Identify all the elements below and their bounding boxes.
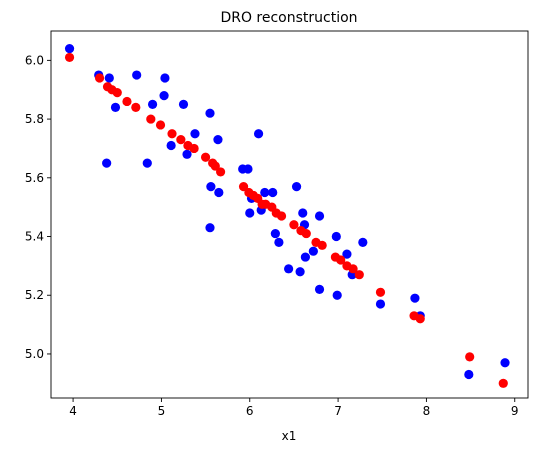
data-point-series-0 <box>300 252 310 262</box>
data-point-series-1 <box>64 52 75 63</box>
data-point-series-0 <box>132 70 142 80</box>
data-point-series-0 <box>284 264 294 274</box>
data-point-series-1 <box>276 211 287 221</box>
data-point-series-0 <box>206 182 216 192</box>
data-point-series-0 <box>213 135 223 145</box>
data-point-series-0 <box>375 299 386 309</box>
data-point-series-1 <box>348 264 358 274</box>
data-point-series-0 <box>410 293 420 303</box>
data-point-series-1 <box>155 120 166 130</box>
data-point-series-0 <box>102 158 112 168</box>
x-tick-label: 8 <box>423 404 431 418</box>
data-point-series-0 <box>314 211 325 221</box>
chart-title: DRO reconstruction <box>220 10 357 26</box>
data-point-series-0 <box>159 90 169 101</box>
data-point-series-0 <box>147 99 158 109</box>
data-point-series-0 <box>464 369 474 380</box>
data-point-series-0 <box>342 249 352 259</box>
data-point-series-1 <box>465 352 475 362</box>
plot-area: 4 5 6 7 8 9 5.0 5.2 5.4 5.6 5.8 6.0 <box>25 30 529 418</box>
y-tick-label: 5.6 <box>25 171 44 185</box>
data-point-series-1 <box>122 96 132 107</box>
data-point-series-0 <box>245 208 255 218</box>
data-point-series-1 <box>375 287 386 297</box>
x-tick-label: 7 <box>334 404 342 418</box>
y-tick-label: 6.0 <box>25 53 44 67</box>
y-tick-label: 5.2 <box>25 288 44 302</box>
data-point-series-1 <box>176 135 186 145</box>
data-point-series-0 <box>358 237 368 247</box>
data-point-series-0 <box>291 182 302 192</box>
data-point-series-0 <box>166 140 176 151</box>
y-tick-label: 5.4 <box>25 230 44 244</box>
data-point-series-0 <box>268 187 278 198</box>
x-tick-label: 4 <box>69 404 77 418</box>
data-point-series-0 <box>104 73 114 83</box>
data-point-series-1 <box>238 182 249 192</box>
data-point-series-0 <box>190 129 200 139</box>
data-point-series-0 <box>270 228 280 239</box>
data-point-series-1 <box>94 73 105 83</box>
x-tick-label: 5 <box>158 404 166 418</box>
data-point-series-0 <box>331 231 341 242</box>
data-point-series-1 <box>112 88 122 98</box>
data-point-series-1 <box>210 161 220 171</box>
data-point-series-0 <box>332 290 342 300</box>
data-point-series-0 <box>274 237 284 247</box>
x-tick-label: 9 <box>511 404 519 418</box>
data-point-series-0 <box>214 187 224 198</box>
data-point-series-0 <box>295 267 305 277</box>
data-point-series-1 <box>301 228 311 239</box>
data-point-series-0 <box>243 164 253 174</box>
x-tick-label: 6 <box>246 404 254 418</box>
y-tick-label: 5.0 <box>25 347 44 361</box>
data-point-series-0 <box>500 358 510 368</box>
data-point-series-1 <box>200 152 211 162</box>
data-point-series-1 <box>317 240 327 250</box>
data-point-series-0 <box>298 208 308 218</box>
x-axis-label: x1 <box>282 429 297 443</box>
data-point-series-1 <box>289 220 299 230</box>
data-point-series-0 <box>110 102 121 112</box>
data-point-series-1 <box>216 167 226 177</box>
y-tick-label: 5.8 <box>25 112 44 126</box>
data-point-series-0 <box>308 246 318 256</box>
data-point-series-1 <box>336 255 346 265</box>
data-point-series-0 <box>182 149 192 159</box>
data-point-series-0 <box>142 158 152 168</box>
data-point-series-1 <box>167 129 177 139</box>
data-point-series-0 <box>178 99 189 109</box>
plot-frame <box>50 30 529 399</box>
data-point-series-0 <box>160 73 170 83</box>
data-point-series-0 <box>260 187 270 198</box>
data-point-series-0 <box>205 108 215 118</box>
data-point-series-0 <box>253 129 264 139</box>
data-point-series-0 <box>314 284 325 294</box>
data-point-series-1 <box>189 143 199 154</box>
data-point-series-0 <box>205 223 215 233</box>
data-point-series-1 <box>498 378 508 388</box>
data-point-series-0 <box>64 44 75 54</box>
data-point-series-1 <box>354 270 364 280</box>
data-point-series-1 <box>146 114 156 124</box>
data-point-series-1 <box>415 314 425 324</box>
data-point-series-1 <box>131 102 141 112</box>
